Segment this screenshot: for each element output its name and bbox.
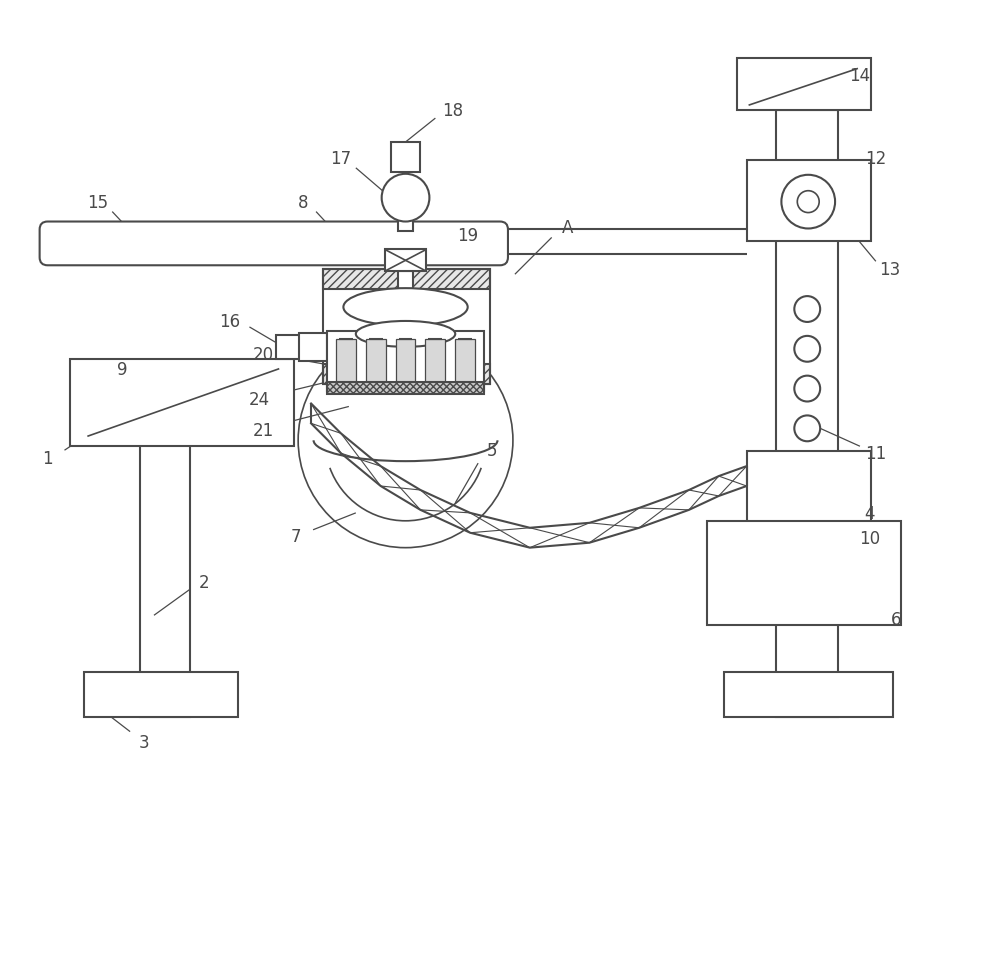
- Text: 17: 17: [330, 150, 351, 167]
- FancyBboxPatch shape: [40, 222, 508, 266]
- Bar: [747, 160, 871, 243]
- Bar: [327, 332, 484, 391]
- Text: 12: 12: [865, 150, 886, 167]
- Text: 1: 1: [42, 450, 53, 467]
- Text: 11: 11: [865, 445, 886, 463]
- Text: 5: 5: [487, 442, 497, 460]
- Bar: [366, 339, 386, 383]
- Text: 3: 3: [139, 733, 149, 751]
- Text: 15: 15: [87, 194, 108, 211]
- Text: 7: 7: [291, 527, 301, 545]
- Bar: [276, 335, 326, 359]
- Text: 10: 10: [859, 529, 880, 547]
- Bar: [299, 333, 327, 361]
- Bar: [323, 270, 490, 384]
- Text: 24: 24: [249, 390, 270, 408]
- Bar: [323, 270, 490, 289]
- Bar: [140, 429, 190, 717]
- Bar: [747, 452, 871, 523]
- Bar: [391, 143, 420, 173]
- Circle shape: [794, 416, 820, 442]
- Text: 9: 9: [117, 360, 127, 378]
- Bar: [455, 339, 475, 383]
- Circle shape: [794, 377, 820, 402]
- Text: A: A: [562, 219, 573, 238]
- Text: 20: 20: [253, 345, 274, 364]
- Bar: [398, 272, 413, 372]
- Text: 8: 8: [298, 194, 308, 211]
- Text: 16: 16: [219, 313, 240, 331]
- Circle shape: [298, 333, 513, 548]
- Circle shape: [794, 296, 820, 323]
- Text: 14: 14: [849, 67, 871, 85]
- Bar: [707, 521, 901, 626]
- Bar: [327, 382, 484, 394]
- Bar: [323, 365, 490, 384]
- Ellipse shape: [343, 289, 468, 327]
- Text: 13: 13: [879, 261, 900, 279]
- Bar: [396, 339, 415, 383]
- Bar: [398, 199, 413, 232]
- Text: 4: 4: [865, 505, 875, 522]
- Circle shape: [382, 175, 429, 222]
- Text: 18: 18: [442, 102, 463, 120]
- Circle shape: [794, 336, 820, 363]
- Bar: [84, 672, 238, 717]
- Text: 21: 21: [253, 422, 274, 440]
- Ellipse shape: [356, 322, 455, 347]
- Text: 19: 19: [458, 227, 479, 245]
- Bar: [776, 111, 838, 717]
- Text: 2: 2: [198, 574, 209, 592]
- Bar: [737, 60, 871, 111]
- Text: 6: 6: [890, 610, 901, 629]
- Bar: [385, 250, 426, 272]
- Bar: [70, 359, 294, 447]
- Bar: [425, 339, 445, 383]
- Bar: [724, 672, 893, 717]
- Bar: [336, 339, 356, 383]
